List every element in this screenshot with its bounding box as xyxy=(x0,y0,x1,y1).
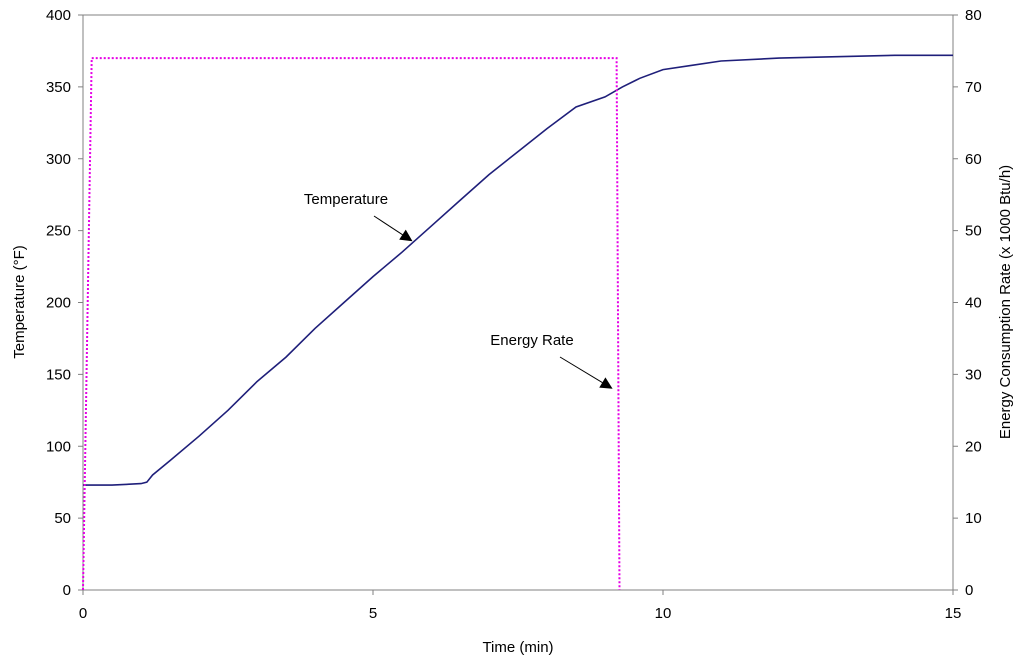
energy-rate-series-line xyxy=(82,57,621,591)
energy-rate-annotation-leader xyxy=(559,356,603,383)
x-tick-label: 10 xyxy=(655,605,672,622)
y2-tick-label: 30 xyxy=(965,366,982,383)
temperature-annotation-arrowhead xyxy=(399,229,413,242)
series-layer xyxy=(82,54,953,591)
y2-tick-label: 0 xyxy=(965,582,973,599)
y-tick-label: 400 xyxy=(46,7,71,24)
y-tick-label: 50 xyxy=(54,510,71,527)
energy-rate-annotation-label: Energy Rate xyxy=(490,332,573,349)
y2-tick-label: 80 xyxy=(965,7,982,24)
x-tick-label: 15 xyxy=(945,605,962,622)
x-tick-label: 5 xyxy=(369,605,377,622)
y2-axis-ticks: 0 10 20 30 40 50 60 70 80 xyxy=(953,7,982,599)
plot-area xyxy=(82,14,954,591)
x-axis-ticks: 0 5 10 15 xyxy=(79,590,962,622)
y2-tick-label: 40 xyxy=(965,295,982,312)
y2-tick-label: 10 xyxy=(965,510,982,527)
y2-tick-label: 70 xyxy=(965,79,982,96)
annotation-layer: Temperature Energy Rate xyxy=(304,191,613,389)
y-axis-ticks: 0 50 100 150 200 250 300 350 400 xyxy=(46,7,83,599)
y-tick-label: 250 xyxy=(46,223,71,240)
energy-rate-annotation-arrowhead xyxy=(599,377,613,389)
temperature-annotation-leader xyxy=(373,215,403,236)
y2-tick-label: 60 xyxy=(965,151,982,168)
temperature-annotation-label: Temperature xyxy=(304,191,388,208)
x-tick-label: 0 xyxy=(79,605,87,622)
y2-axis-title: Energy Consumption Rate (x 1000 Btu/h) xyxy=(997,165,1014,439)
y-tick-label: 100 xyxy=(46,438,71,455)
y-tick-label: 350 xyxy=(46,79,71,96)
x-axis-title: Time (min) xyxy=(482,639,553,656)
y-axis-title: Temperature (°F) xyxy=(11,245,28,359)
y-tick-label: 150 xyxy=(46,366,71,383)
y-tick-label: 0 xyxy=(63,582,71,599)
y2-tick-label: 50 xyxy=(965,223,982,240)
y-tick-label: 300 xyxy=(46,151,71,168)
y2-tick-label: 20 xyxy=(965,438,982,455)
temperature-series-line xyxy=(83,54,953,486)
y-tick-label: 200 xyxy=(46,295,71,312)
